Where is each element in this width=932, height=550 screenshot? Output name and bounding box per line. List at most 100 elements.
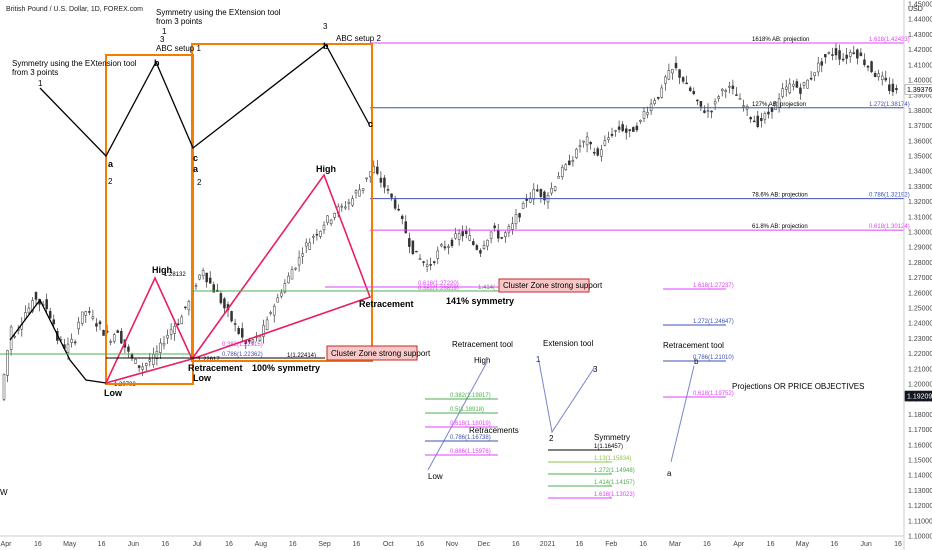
candle-body bbox=[496, 230, 500, 239]
candle-body bbox=[429, 264, 432, 266]
candle-body bbox=[315, 233, 319, 236]
candle-body bbox=[425, 264, 429, 267]
legend-level-label: 1.272(1.24647) bbox=[693, 319, 734, 325]
y-tick-label: 1.25000 bbox=[908, 306, 932, 313]
abc-setup-2-num: 3 bbox=[323, 22, 328, 31]
candle-body bbox=[173, 326, 176, 334]
candle-body bbox=[393, 199, 397, 209]
candle-body bbox=[66, 343, 70, 353]
legend-extension-p2: 2 bbox=[549, 434, 554, 443]
x-tick-label: 16 bbox=[576, 541, 584, 548]
candle-body bbox=[806, 79, 809, 89]
candle-body bbox=[422, 261, 425, 263]
candle-body bbox=[799, 87, 802, 94]
candle-body bbox=[201, 270, 205, 276]
label-2-b: 2 bbox=[197, 178, 202, 187]
legend-level-label: 1.618(1.27237) bbox=[693, 283, 734, 289]
candle-body bbox=[77, 321, 80, 330]
candle-body bbox=[774, 101, 777, 110]
candle-body bbox=[73, 341, 77, 344]
candle-body bbox=[624, 128, 628, 133]
y-tick-label: 1.38000 bbox=[908, 108, 932, 115]
candle-body bbox=[308, 242, 312, 250]
candle-body bbox=[294, 267, 297, 270]
candle-body bbox=[820, 61, 824, 66]
x-tick-label: Jul bbox=[193, 541, 202, 548]
candle-body bbox=[585, 136, 589, 146]
candle-body bbox=[144, 363, 148, 366]
legend-extension-symmetry: Symmetry bbox=[594, 433, 630, 442]
candle-body bbox=[504, 232, 507, 238]
x-tick-label: Apr bbox=[733, 541, 745, 548]
candle-body bbox=[742, 105, 745, 108]
symmetry-1-num: 1 bbox=[38, 79, 43, 88]
candle-body bbox=[272, 306, 276, 316]
x-tick-label: Jun bbox=[860, 541, 871, 548]
legend-level-label: 0.382(1.19817) bbox=[450, 393, 491, 399]
y-tick-label: 1.44000 bbox=[908, 17, 932, 24]
y-tick-label: 1.12000 bbox=[908, 503, 932, 510]
candle-body bbox=[251, 339, 255, 343]
candle-body bbox=[326, 215, 329, 223]
y-axis[interactable]: 1.45000 1.44000 1.43000 1.42000 1.41000 1.400… bbox=[903, 0, 932, 550]
candle-body bbox=[386, 189, 390, 191]
candle-body bbox=[347, 201, 351, 204]
candle-body bbox=[400, 215, 404, 220]
legend-projection-title: Retracement tool bbox=[663, 341, 724, 350]
y-tick-label: 1.40000 bbox=[908, 78, 932, 85]
x-tick-label: May bbox=[796, 541, 810, 548]
candle-body bbox=[514, 214, 518, 225]
candle-body bbox=[895, 88, 898, 90]
candle-body bbox=[109, 341, 112, 343]
x-tick-label: Nov bbox=[446, 541, 459, 548]
symmetry-1-title: Symmetry using the EXtension tool bbox=[12, 59, 137, 68]
y-tick-label: 1.35000 bbox=[908, 154, 932, 161]
candle-body bbox=[48, 311, 52, 319]
candle-body bbox=[767, 111, 770, 115]
candle-body bbox=[390, 193, 393, 198]
candle-body bbox=[468, 235, 472, 241]
cluster-zone-1: Cluster Zone strong support bbox=[326, 345, 431, 361]
candle-body bbox=[763, 113, 767, 120]
legend-retracement-low: Low bbox=[428, 472, 443, 481]
symmetry-100-label: 100% symmetry bbox=[252, 363, 320, 373]
x-tick-label: 16 bbox=[225, 541, 233, 548]
candle-body bbox=[184, 306, 187, 309]
candle-body bbox=[276, 297, 280, 303]
candle-body bbox=[180, 316, 184, 325]
y-tick-label: 1.10000 bbox=[908, 534, 932, 541]
candle-body bbox=[603, 140, 607, 146]
candle-body bbox=[870, 61, 873, 73]
x-tick-label: Aug bbox=[255, 541, 268, 548]
candle-body bbox=[283, 283, 287, 293]
x-tick-label: 16 bbox=[639, 541, 647, 548]
symmetry-1-sub: from 3 points bbox=[12, 68, 58, 77]
candle-body bbox=[475, 245, 479, 250]
y-tick-label: 1.43000 bbox=[908, 32, 932, 39]
candle-body bbox=[223, 298, 226, 309]
y-tick-label: 1.26000 bbox=[908, 290, 932, 297]
cluster-zone-2: Cluster Zone strong support bbox=[498, 278, 603, 293]
abc-setup-1-box bbox=[105, 54, 194, 385]
candle-body bbox=[528, 197, 532, 203]
candle-body bbox=[141, 366, 144, 370]
candle-body bbox=[646, 112, 649, 115]
candle-body bbox=[873, 73, 877, 77]
candle-body bbox=[155, 350, 159, 359]
label-2-a: 2 bbox=[108, 177, 113, 186]
candle-body bbox=[653, 100, 656, 104]
candle-body bbox=[233, 323, 237, 325]
candle-body bbox=[240, 328, 244, 338]
candle-body bbox=[176, 323, 180, 326]
x-tick-label: 16 bbox=[34, 541, 42, 548]
x-axis[interactable]: Apr 16 May 16 Jun 16 Jul 16 Aug 16 Sep 16 Oct 16 Nov De… bbox=[0, 535, 904, 548]
candle-body bbox=[664, 76, 667, 84]
low-1-label: Low bbox=[104, 388, 123, 398]
candle-body bbox=[351, 198, 354, 206]
candle-body bbox=[134, 358, 137, 364]
candle-body bbox=[674, 62, 678, 69]
candle-body bbox=[198, 274, 201, 280]
candle-body bbox=[628, 129, 632, 132]
symmetry-2-num3: 3 bbox=[160, 35, 165, 44]
